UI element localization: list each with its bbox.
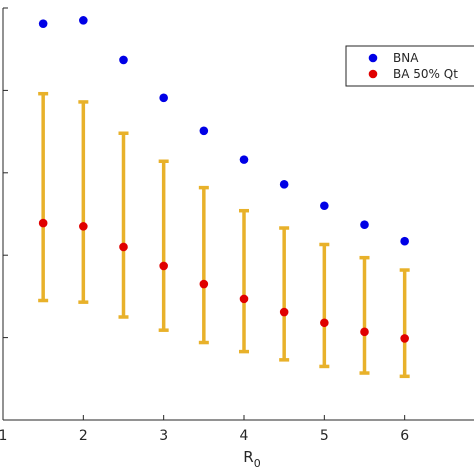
ba-50-qt-point — [360, 327, 369, 337]
bna-point — [320, 201, 329, 211]
legend-label-bna: BNA — [393, 51, 419, 65]
ba-50-qt-point — [320, 318, 329, 328]
bna-point — [360, 220, 369, 230]
error-bar — [158, 159, 169, 332]
error-bar — [239, 208, 249, 354]
ba-50-qt-point — [119, 242, 128, 252]
x-axis-label-subscript: 0 — [254, 457, 261, 470]
legend: BNA BA 50% Qt — [345, 45, 474, 87]
error-bar — [118, 131, 129, 319]
x-tick-label: 1 — [0, 428, 7, 444]
bna-point — [400, 236, 409, 246]
x-tick-label: 2 — [79, 428, 88, 444]
error-bar — [279, 226, 290, 362]
ba-50-qt-point — [279, 307, 289, 317]
legend-marker-bna — [368, 53, 378, 63]
bna-point — [199, 126, 209, 136]
x-tick-label: 5 — [320, 428, 329, 444]
x-tick-label: 4 — [240, 428, 249, 444]
bna-point — [159, 93, 168, 103]
bna-point — [79, 16, 88, 25]
legend-label-ba-50-qt: BA 50% Qt — [393, 67, 458, 81]
error-bar — [359, 255, 370, 375]
bna-point — [38, 19, 48, 28]
error-bar — [319, 242, 330, 369]
ba-50-qt-point — [400, 334, 409, 343]
ba-50-qt-point — [79, 222, 88, 231]
legend-marker-ba-50-qt — [368, 69, 378, 79]
data-points — [38, 16, 409, 343]
axes: 1 2 3 4 5 6 — [0, 7, 474, 444]
ba-50-qt-point — [239, 294, 249, 304]
bna-point — [239, 155, 249, 164]
bna-point — [279, 180, 289, 189]
error-bars — [38, 91, 410, 379]
x-axis-label: R0 — [243, 448, 260, 470]
ba-50-qt-point — [199, 279, 209, 289]
x-tick-label: 6 — [400, 428, 409, 444]
error-bar — [78, 100, 89, 304]
x-axis-label-main: R — [243, 448, 253, 466]
ba-50-qt-point — [38, 218, 48, 228]
error-bar — [399, 268, 410, 379]
ba-50-qt-point — [159, 261, 168, 271]
error-bar — [38, 91, 49, 303]
error-bar — [198, 185, 209, 345]
legend-box — [345, 45, 474, 87]
bna-point — [119, 55, 128, 65]
x-tick-label: 3 — [159, 428, 168, 444]
